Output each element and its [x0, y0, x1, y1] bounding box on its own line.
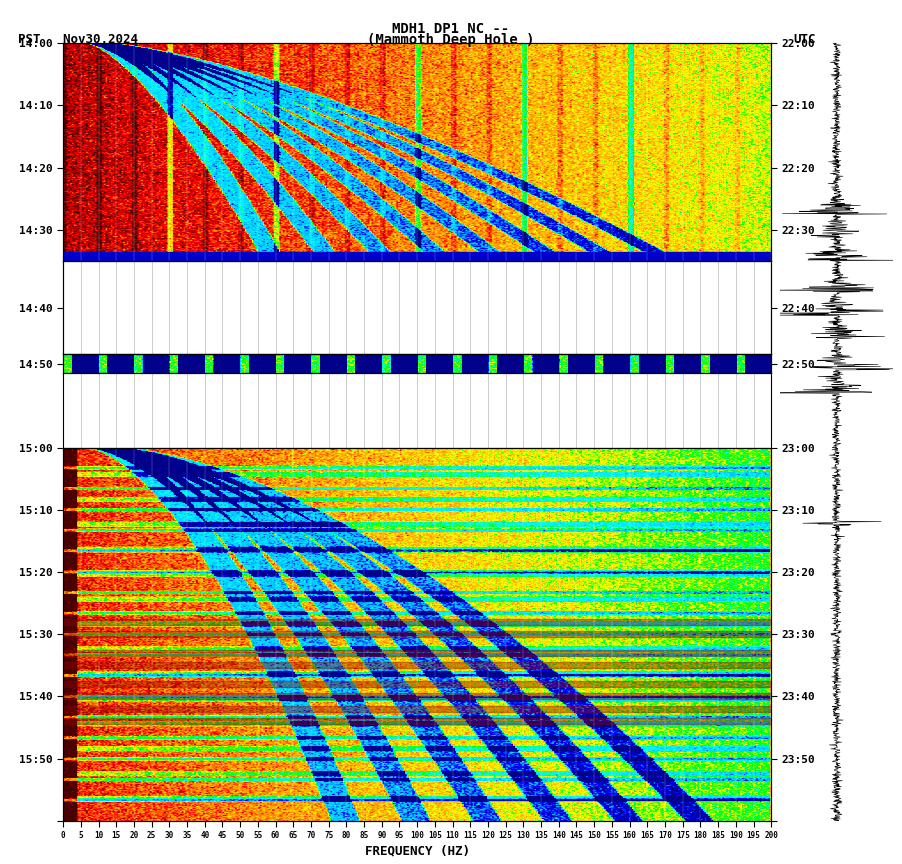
X-axis label: FREQUENCY (HZ): FREQUENCY (HZ)	[364, 844, 470, 857]
Bar	[63, 718, 771, 724]
Bar	[63, 251, 771, 261]
Text: (Mammoth Deep Hole ): (Mammoth Deep Hole )	[367, 33, 535, 47]
Bar	[63, 631, 771, 638]
Bar	[63, 650, 771, 656]
Text: PST   Nov30,2024: PST Nov30,2024	[18, 33, 138, 46]
Text: MDH1 DP1 NC --: MDH1 DP1 NC --	[392, 22, 510, 35]
Bar	[63, 681, 771, 687]
Bar	[63, 693, 771, 700]
Text: UTC: UTC	[794, 33, 816, 46]
Bar	[63, 706, 771, 712]
Bar	[63, 662, 771, 669]
Bar	[63, 619, 771, 625]
